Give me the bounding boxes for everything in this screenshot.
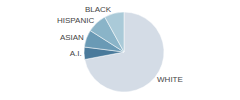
svg-text:ASIAN: ASIAN [60, 33, 84, 42]
svg-text:A.I.: A.I. [70, 49, 82, 58]
svg-text:HISPANIC: HISPANIC [57, 16, 94, 25]
svg-text:WHITE: WHITE [157, 75, 183, 84]
svg-text:BLACK: BLACK [85, 5, 112, 14]
